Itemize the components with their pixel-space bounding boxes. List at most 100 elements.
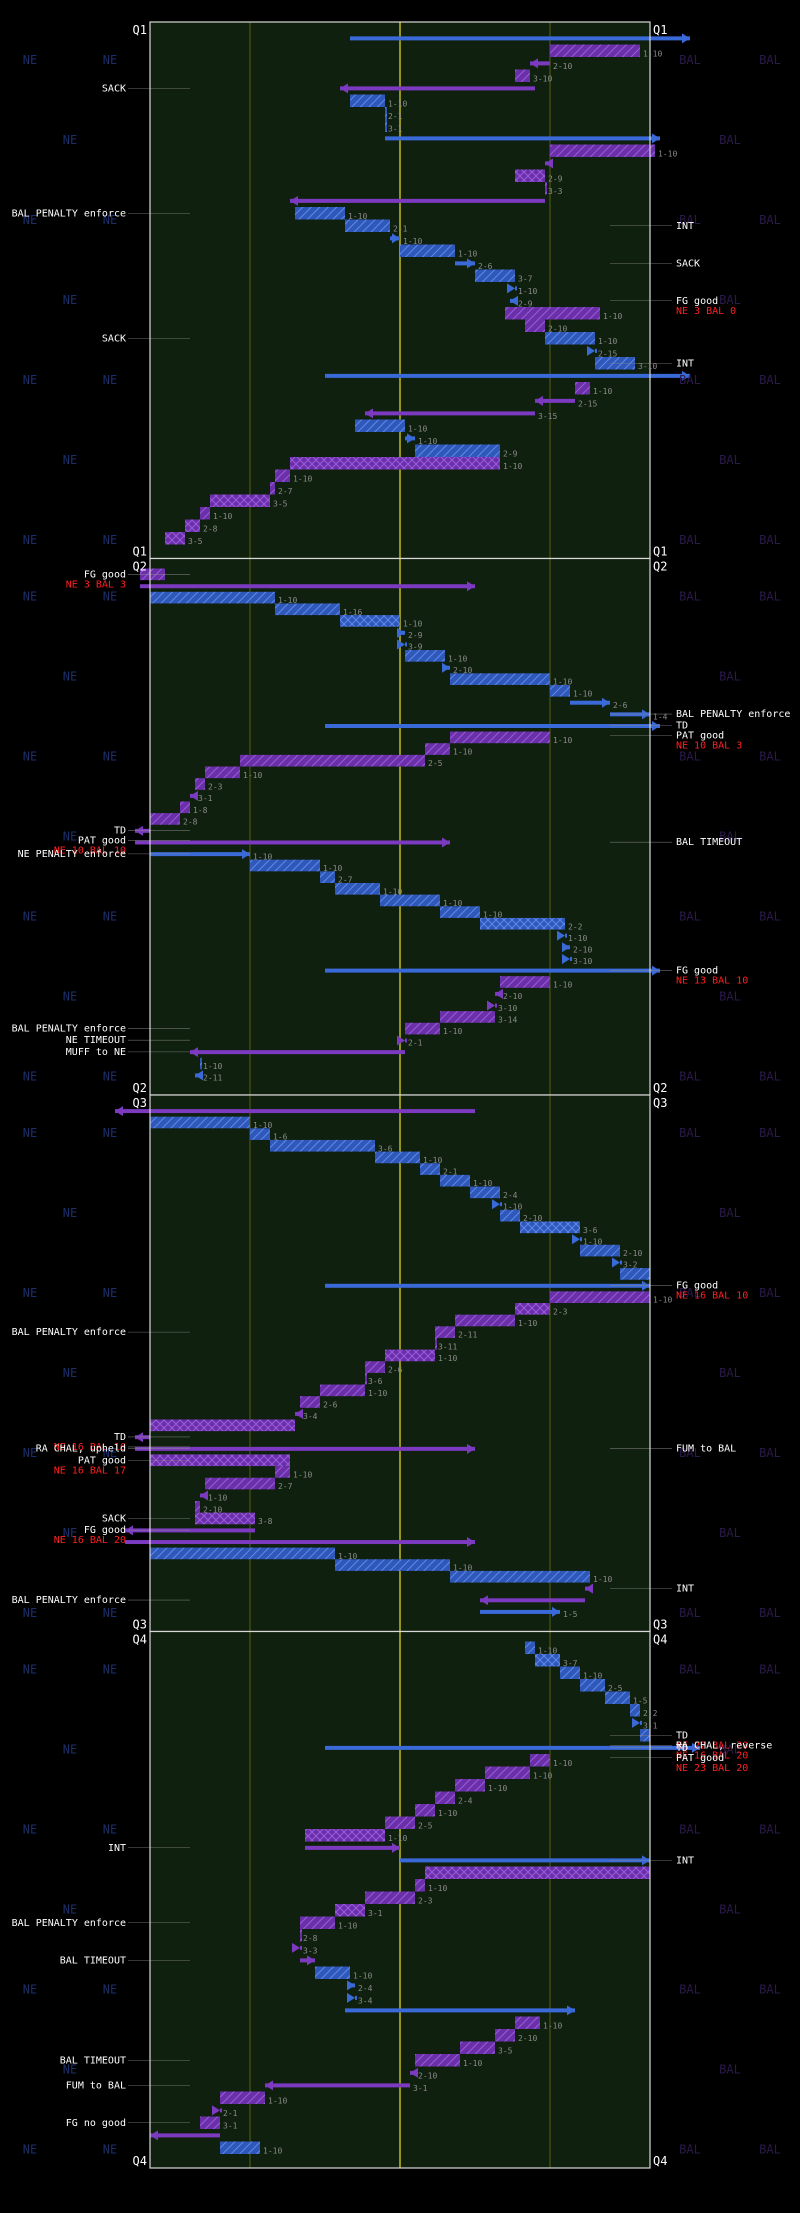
play-pass-bar	[275, 469, 290, 482]
down-distance-label: 2-8	[203, 525, 218, 534]
play-run-bar	[480, 1598, 585, 1603]
down-distance-label: 3-1	[643, 1722, 658, 1731]
down-distance-label: 1-10	[483, 911, 502, 920]
down-distance-label: 2-1	[408, 1039, 423, 1048]
score-label: NE 10 BAL 10	[54, 846, 126, 857]
play-run-bar	[355, 1995, 357, 2000]
play-run-bar	[135, 840, 450, 845]
quarter-label: Q1	[133, 545, 147, 559]
down-distance-label: 1-10	[573, 689, 592, 698]
down-distance-label: 1-10	[338, 1552, 357, 1561]
play-run-bar	[570, 956, 572, 961]
play-arrowhead	[200, 1490, 208, 1501]
side-label-bal: BAL	[679, 2143, 701, 2157]
down-distance-label: 1-10	[503, 1203, 522, 1212]
down-distance-label: 2-7	[278, 1482, 293, 1491]
down-distance-label: 2-10	[203, 1505, 222, 1514]
event-label: FG good	[84, 1525, 126, 1536]
play-arrowhead	[397, 639, 405, 650]
down-distance-label: 1-8	[193, 806, 208, 815]
down-distance-label: 2-10	[548, 325, 567, 334]
down-distance-label: 1-10	[438, 1354, 457, 1363]
play-arrowhead	[292, 1942, 300, 1953]
down-distance-label: 1-4	[653, 713, 668, 722]
play-sack-bar	[210, 494, 270, 507]
side-label-bal: BAL	[679, 750, 701, 764]
down-distance-label: 3-10	[638, 362, 657, 371]
play-pass-bar	[560, 1666, 580, 1679]
play-pass-bar	[295, 207, 345, 220]
event-label: INT	[676, 221, 694, 232]
side-label-ne: NE	[63, 670, 77, 684]
play-pass-bar	[530, 1754, 550, 1767]
play-arrowhead	[682, 370, 690, 381]
down-distance-label: 3-10	[573, 957, 592, 966]
play-arrowhead	[507, 283, 515, 294]
down-distance-label: 1-10	[583, 1672, 602, 1681]
down-distance-label: 1-10	[213, 512, 232, 521]
play-arrowhead	[510, 295, 518, 306]
down-distance-label: 1-10	[428, 1884, 447, 1893]
side-label-ne: NE	[63, 830, 77, 844]
play-run-bar	[565, 933, 567, 938]
play-run-bar	[300, 1945, 302, 1950]
play-pass-bar	[405, 650, 445, 662]
side-label-ne: NE	[63, 1206, 77, 1220]
event-label: TD	[676, 721, 688, 732]
side-label-ne: NE	[23, 1070, 37, 1084]
play-pass-bar	[450, 731, 550, 744]
down-distance-label: 3-2	[623, 1261, 638, 1270]
down-distance-label: 1-10	[593, 387, 612, 396]
play-arrowhead	[612, 1257, 620, 1268]
play-run-bar	[115, 1109, 475, 1114]
event-label: FG good	[676, 296, 718, 307]
play-sack-bar	[150, 1454, 290, 1467]
play-pass-bar	[345, 219, 390, 232]
play-run-bar	[350, 36, 690, 41]
down-distance-label: 1-10	[403, 237, 422, 246]
play-run-bar	[405, 1038, 407, 1043]
play-pass-bar	[275, 1466, 290, 1478]
down-distance-label: 1-10	[653, 1296, 672, 1305]
side-label-bal: BAL	[679, 1983, 701, 1997]
side-label-bal: BAL	[679, 1446, 701, 1460]
down-distance-label: 2-10	[573, 946, 592, 955]
play-sack-bar	[150, 1419, 295, 1432]
play-arrowhead	[195, 1070, 203, 1081]
side-label-ne: NE	[63, 2063, 77, 2077]
play-pass-bar	[380, 894, 440, 907]
play-arrowhead	[190, 790, 198, 801]
down-distance-label: 3-1	[198, 794, 213, 803]
play-arrowhead	[442, 662, 450, 673]
quarter-label: Q2	[653, 1081, 667, 1095]
play-pass-bar	[475, 269, 515, 282]
side-label-bal: BAL	[679, 1606, 701, 1620]
down-distance-label: 1-10	[443, 899, 462, 908]
play-pass-bar	[355, 419, 405, 432]
play-arrowhead	[480, 1595, 488, 1606]
event-label: BAL PENALTY enforce	[12, 1327, 126, 1338]
side-label-bal: BAL	[679, 590, 701, 604]
side-label-bal: BAL	[719, 453, 741, 467]
play-pass-bar	[320, 871, 335, 883]
down-distance-label: 3-1	[368, 1909, 383, 1918]
play-pass-bar	[300, 1396, 320, 1408]
play-pass-bar	[335, 882, 380, 895]
down-distance-label: 1-10	[443, 1027, 462, 1036]
play-pass-bar	[460, 2041, 495, 2054]
play-run-bar	[365, 411, 535, 416]
down-distance-label: 3-5	[273, 500, 288, 509]
quarter-label: Q3	[653, 1618, 667, 1632]
play-run-bar	[325, 1745, 700, 1750]
down-distance-label: 1-10	[408, 425, 427, 434]
play-arrowhead	[242, 849, 250, 860]
side-label-bal: BAL	[759, 750, 781, 764]
down-distance-label: 3-7	[563, 1659, 578, 1668]
down-distance-label: 1-10	[518, 287, 537, 296]
quarter-panel-q2	[128, 557, 672, 1096]
down-distance-label: 1-10	[533, 1772, 552, 1781]
down-distance-label: 1-5	[633, 1697, 648, 1706]
down-distance-label: 1-10	[593, 1575, 612, 1584]
play-pass-bar	[195, 1501, 200, 1513]
